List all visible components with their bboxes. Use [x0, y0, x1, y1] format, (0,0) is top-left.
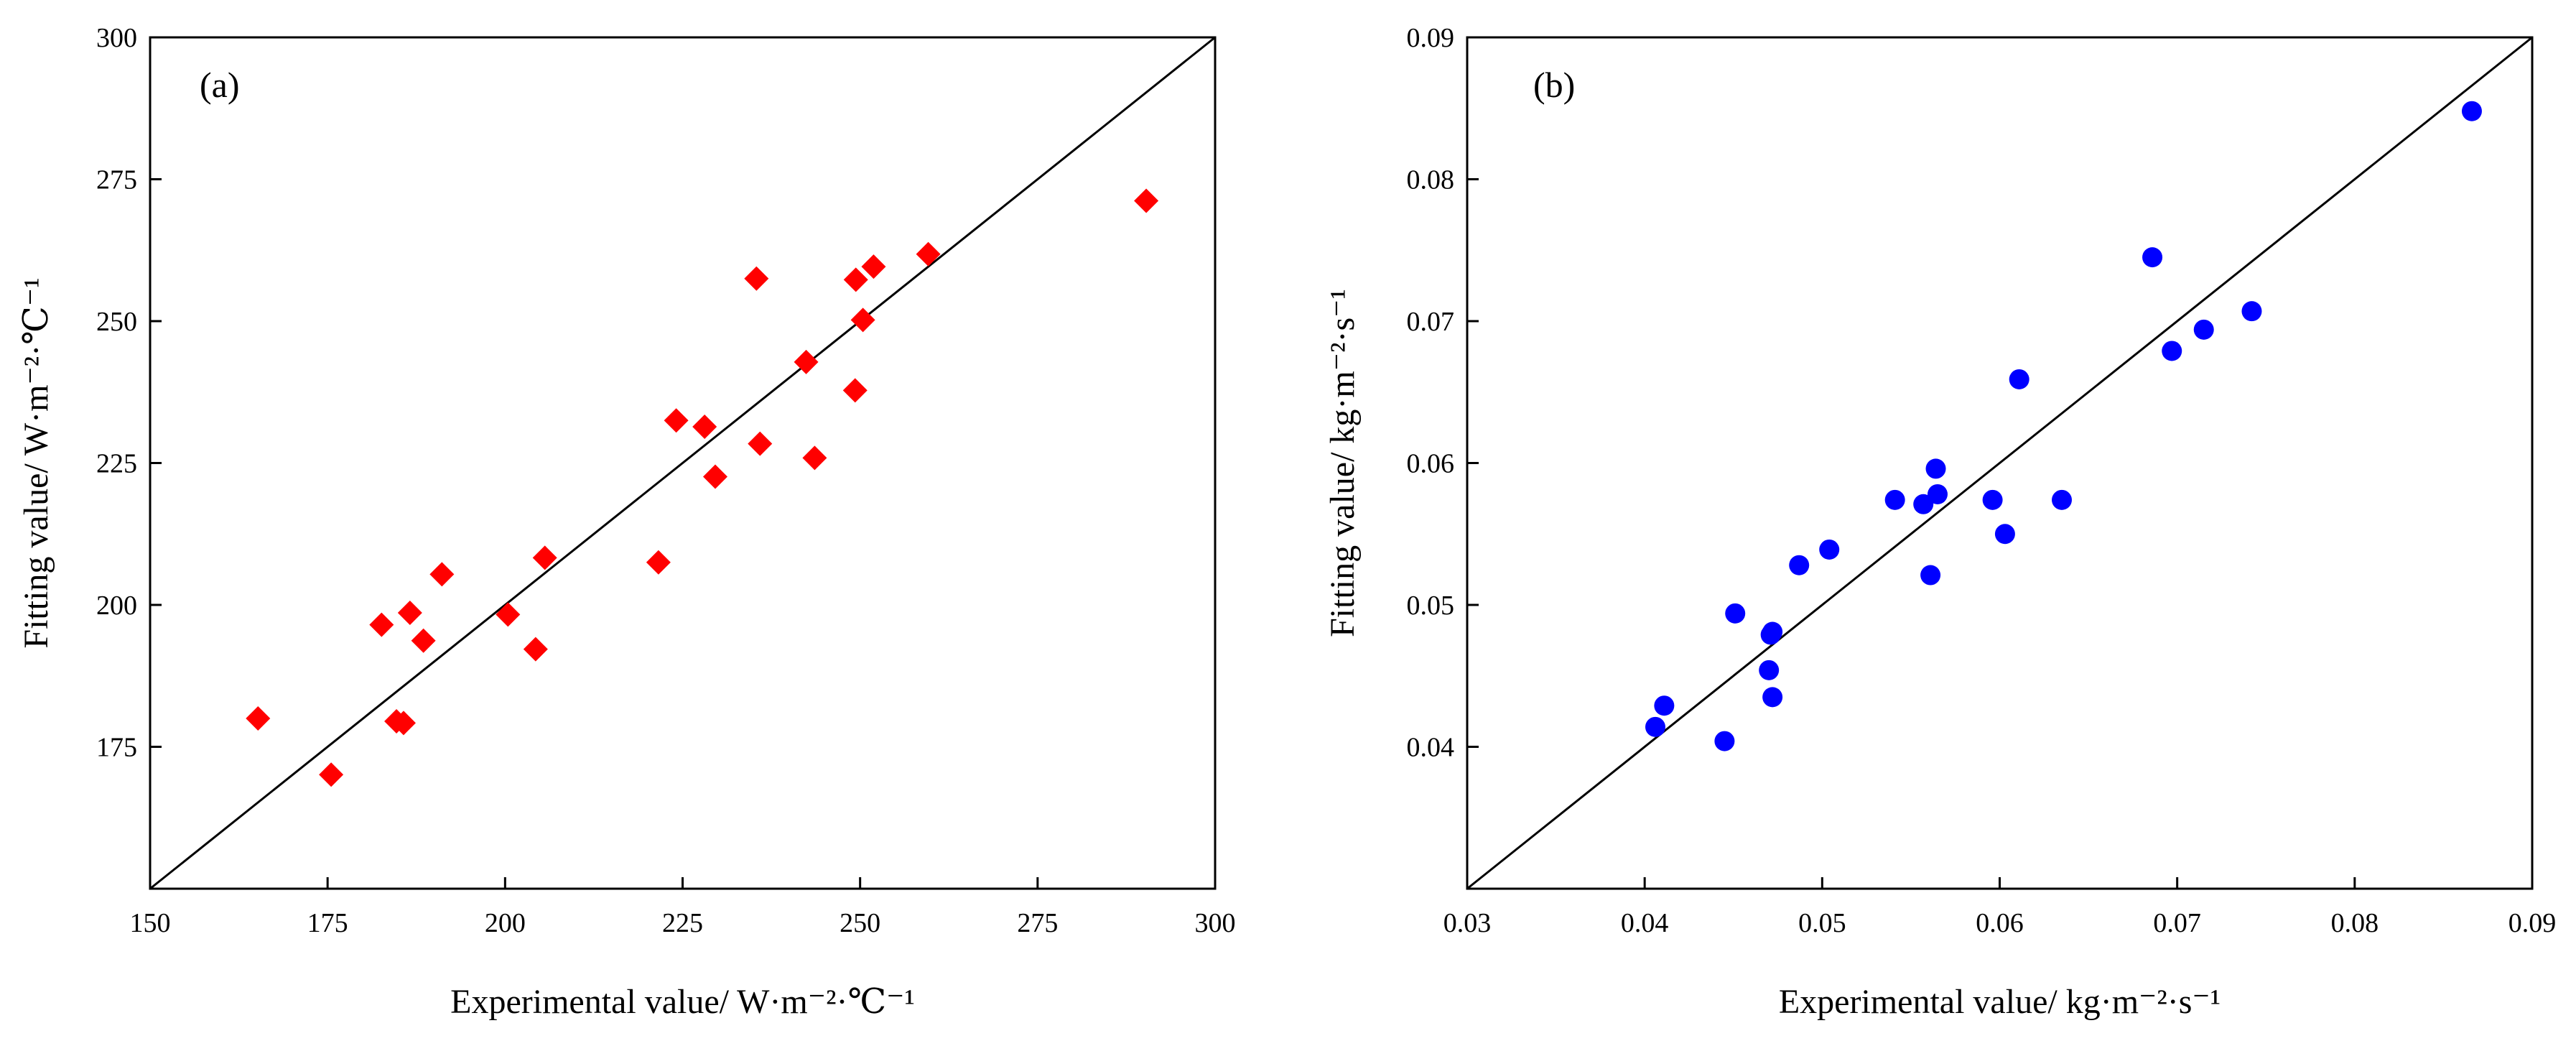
x-tick-label: 300 — [1195, 908, 1236, 938]
data-point — [692, 414, 717, 439]
data-point — [391, 711, 416, 736]
y-tick-label: 0.09 — [1407, 23, 1455, 53]
y-tick-label: 275 — [96, 165, 137, 195]
data-point — [2142, 247, 2163, 268]
data-point — [2193, 319, 2214, 340]
x-tick-label: 0.05 — [1798, 908, 1846, 938]
x-tick-label: 250 — [840, 908, 880, 938]
data-point — [1759, 660, 1780, 680]
data-point — [2461, 101, 2482, 121]
x-tick-label: 0.07 — [2153, 908, 2201, 938]
y-tick-label: 200 — [96, 591, 137, 621]
data-point — [523, 637, 548, 662]
x-tick-label: 275 — [1017, 908, 1058, 938]
data-point — [411, 628, 436, 653]
data-point — [1994, 524, 2015, 545]
data-point — [319, 762, 344, 787]
y-axis-title: Fitting value/ W·m⁻²·℃⁻¹ — [17, 277, 55, 648]
data-point — [1654, 695, 1675, 716]
panel-a: 150 175 200 225 250 275 300 175 200 225 250 275 300 (… — [17, 23, 1236, 1021]
data-point — [397, 601, 422, 626]
data-point — [1925, 458, 1946, 479]
data-point — [496, 602, 521, 627]
reference-line — [1466, 36, 2533, 890]
y-tick-label: 0.04 — [1407, 733, 1455, 763]
data-point — [246, 706, 271, 731]
data-point — [744, 266, 769, 291]
y-tick-label: 175 — [96, 733, 137, 763]
data-point — [2162, 341, 2182, 361]
data-point — [1920, 565, 1941, 586]
data-point — [1134, 188, 1159, 213]
x-tick-label: 0.03 — [1443, 908, 1492, 938]
y-tick-label: 0.06 — [1407, 449, 1455, 479]
data-point — [1762, 687, 1783, 708]
y-tick-label: 250 — [96, 307, 137, 337]
data-point — [1982, 489, 2003, 510]
data-point — [843, 267, 868, 292]
data-point — [861, 254, 886, 279]
panel-label: (b) — [1533, 65, 1575, 105]
data-point — [702, 464, 727, 489]
data-point — [1884, 489, 1905, 510]
data-point — [664, 408, 689, 433]
data-point — [1714, 731, 1735, 751]
data-point — [748, 431, 773, 456]
x-axis-title: Experimental value/ kg·m⁻²·s⁻¹ — [1779, 983, 2221, 1021]
x-tick-label: 150 — [130, 908, 171, 938]
data-point — [429, 562, 455, 587]
reference-line — [149, 36, 1216, 890]
data-point — [2241, 301, 2262, 322]
x-tick-label: 0.09 — [2508, 908, 2557, 938]
data-point — [1789, 555, 1810, 575]
x-tick-label: 175 — [307, 908, 348, 938]
panel-label: (a) — [200, 65, 240, 105]
y-tick-label: 0.07 — [1407, 307, 1455, 337]
y-tick-label: 0.08 — [1407, 165, 1455, 195]
x-tick-label: 200 — [485, 908, 526, 938]
data-point — [1927, 484, 1948, 504]
x-tick-label: 225 — [662, 908, 703, 938]
data-point — [1819, 539, 1840, 560]
data-point — [532, 545, 557, 570]
x-tick-label: 0.06 — [1976, 908, 2024, 938]
data-point — [850, 307, 875, 333]
y-tick-label: 300 — [96, 23, 137, 53]
data-point — [1645, 716, 1665, 737]
data-point — [2009, 369, 2029, 389]
data-point — [646, 550, 671, 575]
y-tick-label: 225 — [96, 449, 137, 479]
panel-b: 0.03 0.04 0.05 0.06 0.07 0.08 0.09 0.04 0.05 0.06… — [1324, 23, 2556, 1021]
x-axis-title: Experimental value/ W·m⁻²·℃⁻¹ — [450, 983, 915, 1021]
data-point — [1913, 494, 1934, 514]
x-tick-label: 0.08 — [2331, 908, 2379, 938]
y-axis-title: Fitting value/ kg·m⁻²·s⁻¹ — [1324, 289, 1362, 637]
data-point — [916, 241, 941, 267]
data-point — [1762, 621, 1783, 642]
data-point — [794, 349, 819, 374]
y-tick-label: 0.05 — [1407, 591, 1455, 621]
data-point — [842, 378, 868, 403]
data-point — [802, 445, 827, 471]
data-point — [2052, 489, 2073, 510]
x-tick-label: 0.04 — [1621, 908, 1669, 938]
data-point — [369, 612, 394, 637]
data-point — [1725, 603, 1746, 624]
